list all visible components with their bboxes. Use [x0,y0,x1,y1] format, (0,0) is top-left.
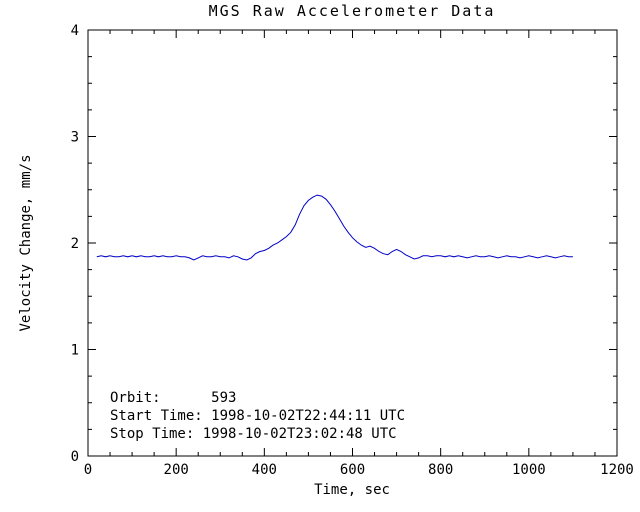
x-tick-label: 0 [84,462,92,478]
x-tick-label: 800 [428,462,453,478]
x-axis-label: Time, sec [314,482,390,498]
y-tick-label: 4 [71,23,79,39]
y-tick-label: 0 [71,449,79,465]
annotation-line: Orbit: 593 [110,390,236,406]
series-velocity-change [96,194,573,261]
annotations: Orbit: 593 Start Time: 1998-10-02T22:44:1… [110,390,405,442]
x-tick-label: 600 [340,462,365,478]
y-tick-label: 2 [71,236,79,252]
x-tick-label: 1200 [600,462,634,478]
annotation-line: Stop Time: 1998-10-02T23:02:48 UTC [110,426,397,442]
x-tick-label: 200 [164,462,189,478]
chart-title: MGS Raw Accelerometer Data [209,2,496,20]
tick-marks [87,29,618,457]
data-series-line [96,194,573,261]
y-tick-label: 1 [71,343,79,359]
tick-labels: 0 200 400 600 800 1000 1200 0 1 2 3 4 [71,23,634,478]
y-tick-label: 3 [71,130,79,146]
x-tick-label: 400 [252,462,277,478]
x-tick-label: 1000 [512,462,546,478]
y-axis-label: Velocity Change, mm/s [18,154,34,331]
annotation-line: Start Time: 1998-10-02T22:44:11 UTC [110,408,405,424]
